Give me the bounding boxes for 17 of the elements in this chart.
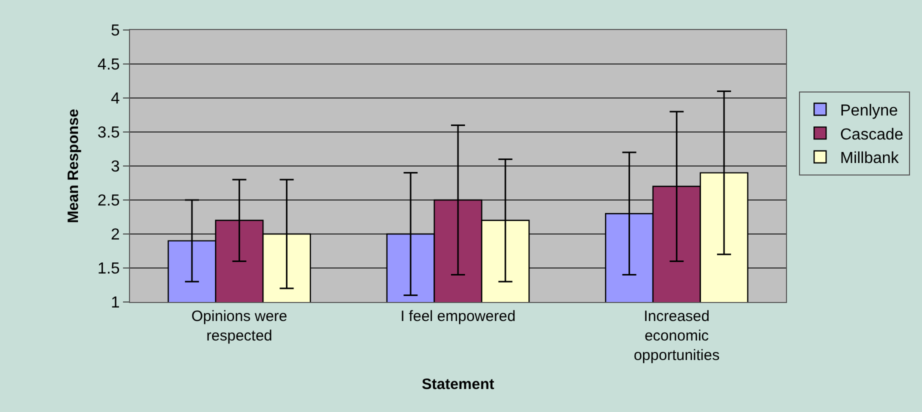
legend-label: Penlyne — [840, 102, 898, 120]
x-axis-title: Statement — [422, 376, 494, 393]
y-tick-label: 3 — [110, 158, 120, 176]
x-tick-label: Opinions were respected — [191, 308, 288, 344]
y-tick-label: 5 — [110, 22, 120, 40]
y-tick-label: 2.5 — [98, 192, 120, 210]
y-tick-label: 2 — [110, 226, 120, 244]
legend-label: Millbank — [840, 150, 900, 168]
y-tick-label: 4.5 — [98, 56, 120, 74]
y-tick-label: 1.5 — [98, 260, 120, 278]
y-tick-label: 4 — [110, 90, 120, 108]
x-tick-label: I feel empowered — [400, 308, 516, 325]
y-tick-label: 3.5 — [98, 124, 120, 142]
y-tick-label: 1 — [110, 294, 120, 312]
x-tick-label: Increased economic opportunities — [634, 308, 720, 364]
y-axis-title: Mean Response — [64, 108, 82, 224]
legend-label: Cascade — [840, 126, 904, 144]
